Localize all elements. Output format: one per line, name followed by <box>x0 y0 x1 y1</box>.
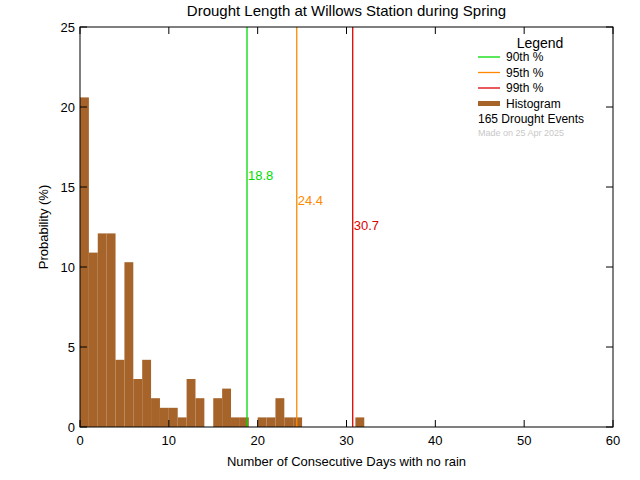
x-tick <box>257 420 258 427</box>
y-tick <box>80 187 87 188</box>
title: Drought Length at Willows Station during… <box>187 2 506 19</box>
x-tick <box>168 27 169 34</box>
histogram-bar <box>284 417 293 427</box>
y-tick-label: 0 <box>68 420 75 435</box>
x-tick <box>346 420 347 427</box>
percentile-label: 30.7 <box>354 218 379 233</box>
legend-label: Histogram <box>506 97 561 111</box>
histogram-bar <box>258 417 267 427</box>
histogram-bar <box>142 360 151 427</box>
legend-swatch <box>478 87 500 88</box>
x-tick <box>613 420 614 427</box>
percentile-label: 24.4 <box>298 193 323 208</box>
legend-swatch <box>478 72 500 73</box>
y-tick <box>80 267 87 268</box>
histogram-bar <box>116 360 125 427</box>
legend-swatch <box>478 101 500 106</box>
histogram-bar <box>213 398 222 427</box>
annotation: 165 Drought Events <box>478 112 584 126</box>
x-tick-label: 10 <box>162 433 176 448</box>
annotation: Made on 25 Apr 2025 <box>478 128 564 138</box>
percentile-line <box>246 27 247 427</box>
histogram-bar <box>267 417 276 427</box>
histogram-bar <box>151 398 160 427</box>
x-tick <box>168 420 169 427</box>
x-tick-label: 50 <box>517 433 531 448</box>
x-tick <box>435 420 436 427</box>
percentile-label: 18.8 <box>248 168 273 183</box>
histogram-bar <box>275 398 284 427</box>
y-tick <box>606 187 613 188</box>
histogram-bar <box>355 417 364 427</box>
y-tick <box>80 427 87 428</box>
y-tick <box>80 347 87 348</box>
histogram-bar <box>107 233 116 427</box>
x-tick-label: 30 <box>339 433 353 448</box>
x-tick-label: 0 <box>76 433 83 448</box>
histogram-bar <box>124 262 133 427</box>
y-tick <box>80 107 87 108</box>
legend-label: 99th % <box>506 81 544 95</box>
histogram-bar <box>222 389 231 427</box>
background <box>0 0 640 480</box>
legend-label: 90th % <box>506 50 544 64</box>
y-tick-label: 5 <box>68 340 75 355</box>
histogram-bar <box>98 233 107 427</box>
legend: Legend90th % 95th %99th % Histogram165 Dro… <box>478 35 584 138</box>
histogram-bar <box>169 408 178 427</box>
histogram-bar <box>89 253 98 427</box>
chart: Drought Length at Willows Station during… <box>0 0 640 480</box>
y-tick-label: 25 <box>61 20 75 35</box>
histogram-bar <box>195 398 204 427</box>
legend-swatch <box>478 56 500 57</box>
histogram-bar <box>133 379 142 427</box>
y-tick-label: 20 <box>61 100 75 115</box>
histogram-bar <box>178 417 187 427</box>
plot-marks <box>80 27 364 427</box>
plot-frame <box>80 27 613 427</box>
x-tick <box>524 420 525 427</box>
legend-title: Legend <box>517 35 564 51</box>
x-tick <box>80 27 81 34</box>
x-tick <box>346 27 347 34</box>
y-tick <box>606 27 613 28</box>
x-tick-label: 40 <box>428 433 442 448</box>
x-tick <box>80 420 81 427</box>
y-tick <box>80 27 87 28</box>
x-tick <box>613 27 614 34</box>
histogram-bar <box>231 417 240 427</box>
x-tick <box>435 27 436 34</box>
histogram-bar <box>80 97 89 427</box>
y-tick <box>606 267 613 268</box>
legend-label: 95th % <box>506 66 544 80</box>
x-tick-label: 60 <box>606 433 620 448</box>
y-tick-label: 10 <box>61 260 75 275</box>
x-axis-label: Number of Consecutive Days with no rain <box>227 454 466 469</box>
y-tick-label: 15 <box>61 180 75 195</box>
x-tick-label: 20 <box>250 433 264 448</box>
x-tick <box>257 27 258 34</box>
histogram-bar <box>160 408 169 427</box>
histogram-bar <box>187 379 196 427</box>
histogram-bar <box>293 417 302 427</box>
percentile-line <box>296 27 297 427</box>
y-tick <box>606 347 613 348</box>
y-tick <box>606 107 613 108</box>
x-tick <box>524 27 525 34</box>
y-tick <box>606 427 613 428</box>
y-axis-label: Probability (%) <box>36 185 51 270</box>
